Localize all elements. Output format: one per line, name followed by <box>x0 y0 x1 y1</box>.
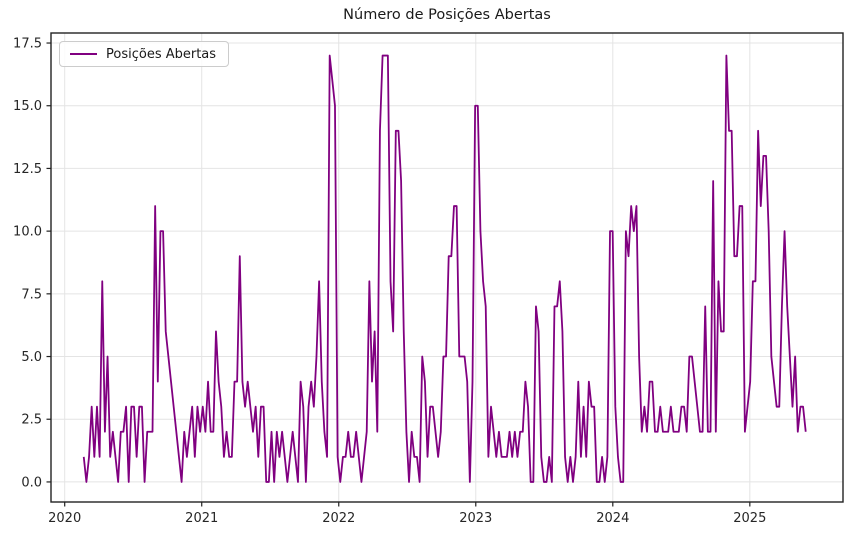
x-tick-label: 2021 <box>185 511 218 526</box>
legend-box: Posições Abertas <box>59 41 229 67</box>
y-tick-label: 17.5 <box>13 37 42 52</box>
y-tick-label: 0.0 <box>21 475 42 490</box>
x-tick-label: 2025 <box>733 511 766 526</box>
x-tick-label: 2022 <box>322 511 355 526</box>
x-tick-label: 2024 <box>596 511 629 526</box>
x-tick-label: 2020 <box>48 511 81 526</box>
x-tick-label: 2023 <box>459 511 492 526</box>
y-tick-label: 7.5 <box>21 287 42 302</box>
legend-label: Posições Abertas <box>106 47 216 62</box>
legend-line-swatch <box>70 53 97 55</box>
y-tick-label: 15.0 <box>13 99 42 114</box>
series-line <box>84 56 806 482</box>
y-tick-label: 12.5 <box>13 162 42 177</box>
chart-figure: Número de Posições Abertas 2020202120222… <box>0 0 851 541</box>
y-tick-label: 5.0 <box>21 350 42 365</box>
plot-canvas: 2020 2021 2022 2023 2024 2025 0.0 2.5 5.0 7.5 10.0… <box>0 0 851 541</box>
y-tick-label: 2.5 <box>21 413 42 428</box>
y-tick-label: 10.0 <box>13 225 42 240</box>
